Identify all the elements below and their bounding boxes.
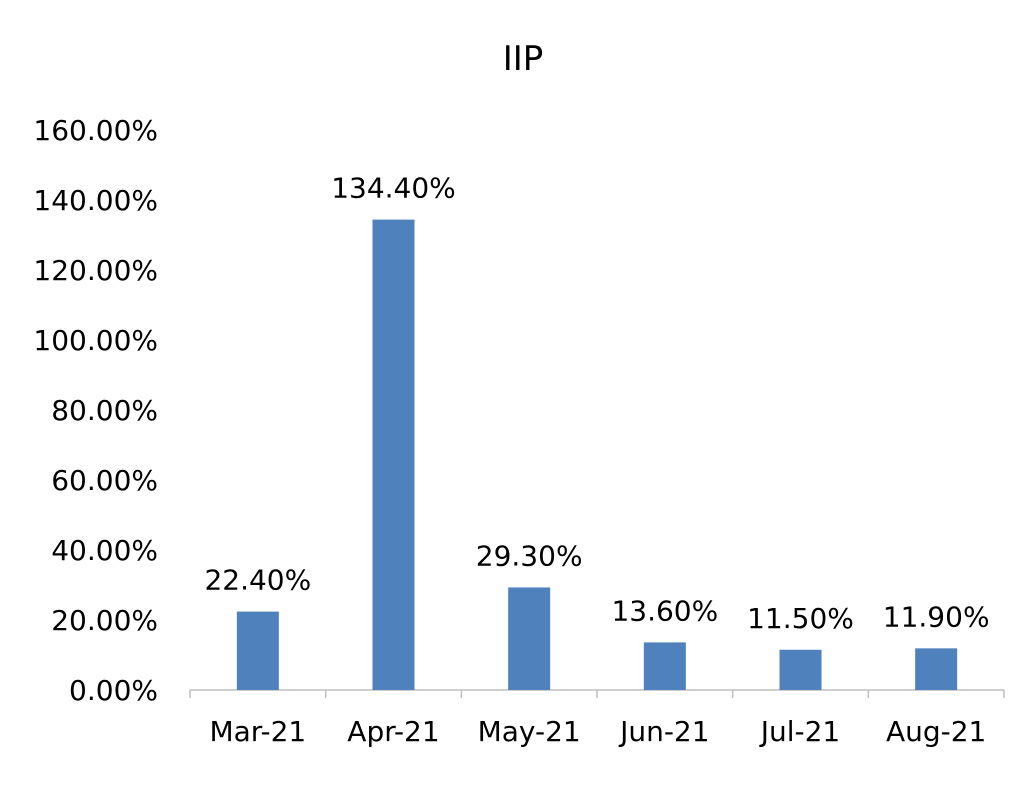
y-tick-label: 120.00% [33, 254, 158, 287]
data-label: 11.90% [883, 600, 990, 633]
data-label: 134.40% [331, 172, 456, 205]
y-axis-ticks: 0.00% 20.00% 40.00% 60.00% 80.00% 100.00% 120.… [33, 114, 158, 707]
x-tick-label: Jul-21 [759, 715, 841, 748]
bar-jul-21 [779, 649, 822, 690]
bar-apr-21 [372, 219, 415, 690]
bars [236, 219, 958, 690]
x-tick-label: May-21 [478, 715, 581, 748]
x-tick-label: Jun-21 [618, 715, 709, 748]
x-tick-label: Apr-21 [347, 715, 439, 748]
data-label: 13.60% [611, 594, 718, 627]
chart-title: IIP [503, 39, 544, 79]
bar-jun-21 [643, 642, 686, 690]
y-tick-label: 80.00% [51, 394, 158, 427]
y-tick-label: 20.00% [51, 604, 158, 637]
x-axis [189, 689, 1005, 698]
x-tick-label: Mar-21 [209, 715, 306, 748]
bar-may-21 [508, 587, 551, 690]
y-tick-label: 40.00% [51, 534, 158, 567]
data-label: 29.30% [476, 539, 583, 572]
bar-mar-21 [236, 611, 279, 690]
y-tick-label: 100.00% [33, 324, 158, 357]
y-tick-label: 60.00% [51, 464, 158, 497]
bar-aug-21 [915, 648, 958, 690]
data-label: 22.40% [204, 564, 311, 597]
data-labels: 22.40% 134.40% 29.30% 13.60% 11.50% 11.90% [204, 172, 989, 635]
y-tick-label: 140.00% [33, 184, 158, 217]
y-tick-label: 160.00% [33, 114, 158, 147]
y-tick-label: 0.00% [69, 674, 158, 707]
x-tick-label: Aug-21 [886, 715, 986, 748]
x-axis-labels: Mar-21 Apr-21 May-21 Jun-21 Jul-21 Aug-21 [209, 715, 986, 748]
data-label: 11.50% [747, 602, 854, 635]
